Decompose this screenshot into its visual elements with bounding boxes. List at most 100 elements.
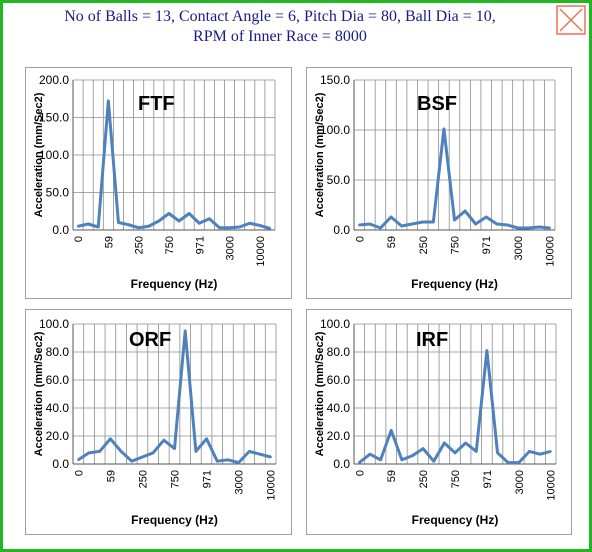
- data-point: [137, 226, 140, 229]
- data-point: [506, 461, 510, 464]
- x-tick-label: 0: [73, 470, 85, 476]
- series-line: [359, 127, 550, 230]
- data-point: [258, 453, 262, 456]
- data-point: [248, 222, 251, 225]
- data-point: [475, 450, 478, 453]
- data-point: [258, 224, 262, 227]
- data-point: [173, 447, 176, 450]
- data-point: [119, 450, 123, 453]
- data-point: [98, 450, 101, 453]
- close-button[interactable]: [556, 5, 586, 35]
- data-point: [528, 450, 531, 453]
- x-axis-label: Frequency (Hz): [131, 277, 218, 291]
- close-icon: [556, 5, 586, 35]
- y-tick-label: 200.0: [39, 73, 69, 87]
- x-tick-label: 3000: [513, 236, 525, 260]
- data-point: [218, 226, 221, 229]
- x-tick-label: 250: [418, 470, 430, 488]
- y-tick-label: 20.0: [327, 429, 351, 443]
- x-tick-label: 10000: [255, 236, 267, 267]
- data-point: [400, 224, 403, 228]
- data-point: [442, 127, 446, 131]
- x-tick-label: 3000: [514, 470, 526, 494]
- data-point: [194, 450, 198, 453]
- x-tick-label: 59: [386, 236, 398, 248]
- data-point: [390, 429, 393, 432]
- x-tick-label: 59: [105, 470, 117, 482]
- data-point: [496, 451, 499, 454]
- chart-panel-ftf: 0.0 50.0 100.0 150.0 200.0 0 59 250 750 971 3000 10…: [25, 67, 292, 299]
- data-point: [485, 215, 488, 219]
- data-point: [130, 460, 133, 463]
- y-tick-label: 40.0: [327, 401, 351, 415]
- y-tick-label: 80.0: [46, 345, 70, 359]
- title-line-1: No of Balls = 13, Contact Angle = 6, Pit…: [64, 8, 496, 25]
- data-point: [453, 218, 456, 222]
- data-point: [208, 217, 211, 220]
- data-point: [157, 219, 161, 223]
- data-point: [368, 453, 372, 456]
- x-tick-label: 10000: [545, 236, 557, 267]
- data-point: [474, 222, 477, 226]
- x-tick-label: 971: [202, 470, 214, 488]
- y-axis-label: Acceleration (mm/Sec2): [314, 331, 326, 456]
- data-point: [177, 219, 181, 223]
- data-point: [410, 222, 414, 226]
- x-tick-label: 971: [194, 236, 206, 254]
- data-point: [421, 220, 424, 224]
- data-point: [516, 226, 520, 230]
- chart-panel-orf: 0.0 20.0 40.0 60.0 80.0 100.0 0 59 250 750 971 3000…: [25, 309, 292, 535]
- data-point: [97, 225, 100, 229]
- x-tick-label: 250: [418, 236, 430, 254]
- x-tick-label: 750: [164, 236, 176, 254]
- data-point: [443, 441, 446, 445]
- y-tick-label: 150.0: [320, 73, 350, 87]
- data-point: [463, 209, 467, 213]
- data-point: [537, 225, 541, 229]
- y-axis-label: Acceleration (mm/Sec2): [314, 92, 326, 217]
- data-point: [205, 437, 208, 440]
- x-tick-label: 3000: [234, 470, 246, 494]
- data-point: [432, 220, 435, 224]
- x-tick-label: 250: [134, 236, 146, 254]
- x-tick-label: 750: [450, 236, 462, 254]
- data-point: [216, 460, 219, 463]
- x-axis-label: Frequency (Hz): [131, 513, 218, 527]
- data-point: [549, 450, 552, 453]
- y-tick-label: 20.0: [46, 429, 70, 443]
- x-tick-label: 250: [137, 470, 149, 488]
- y-tick-label: 100.0: [39, 317, 69, 331]
- series-line: [77, 329, 272, 465]
- y-tick-label: 0.0: [333, 223, 350, 237]
- title-line-2: RPM of Inner Race = 8000: [193, 28, 367, 45]
- data-point: [269, 455, 272, 459]
- x-tick-label: 3000: [225, 236, 237, 260]
- chart-panel-bsf: 0.0 50.0 100.0 150.0 0 59 250 750 971 3000 10000 BS…: [306, 67, 572, 299]
- data-point: [237, 461, 240, 464]
- chart-svg: 0.0 20.0 40.0 60.0 80.0 100.0 0 59 250 750 971 3000…: [33, 317, 278, 527]
- data-point: [183, 329, 187, 333]
- y-tick-label: 0.0: [333, 457, 350, 471]
- data-point: [358, 461, 361, 464]
- data-point: [368, 222, 372, 226]
- data-point: [86, 222, 90, 226]
- data-point: [517, 461, 520, 464]
- y-tick-label: 60.0: [46, 373, 70, 387]
- data-point: [485, 349, 489, 352]
- chart-panel-irf: 0.0 20.0 40.0 60.0 80.0 100.0 0 59 250 750 971 3000…: [306, 309, 572, 535]
- x-tick-label: 0: [73, 236, 85, 242]
- data-point: [400, 458, 404, 461]
- data-point: [109, 437, 112, 440]
- x-tick-label: 10000: [266, 470, 278, 501]
- y-axis-label: Acceleration (mm/Sec2): [33, 92, 45, 217]
- data-point: [506, 223, 509, 227]
- data-point: [548, 226, 551, 230]
- data-point: [527, 226, 530, 230]
- series-line: [77, 99, 271, 230]
- y-tick-label: 0.0: [52, 457, 69, 471]
- chart-title: IRF: [416, 329, 448, 351]
- chart-title: ORF: [129, 329, 171, 351]
- x-tick-label: 59: [103, 236, 115, 248]
- data-point: [495, 222, 499, 226]
- x-tick-label: 0: [354, 236, 366, 242]
